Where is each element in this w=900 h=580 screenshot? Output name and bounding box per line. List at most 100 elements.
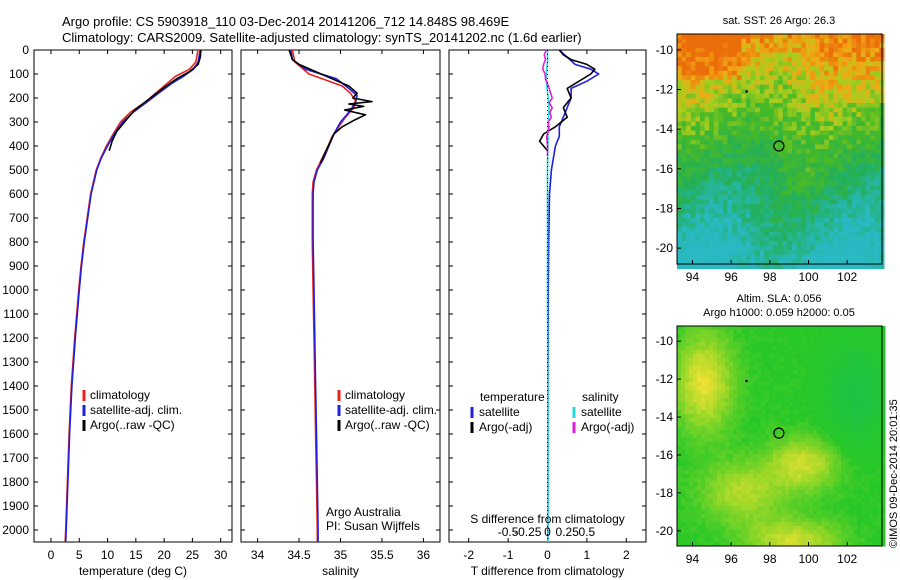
sst-map-cell xyxy=(677,126,683,132)
sla-map-cell xyxy=(733,326,738,331)
sla-map-cell xyxy=(753,366,758,371)
sst-map-cell xyxy=(838,218,844,224)
sst-map-cell xyxy=(741,236,747,242)
sst-map-cell xyxy=(824,57,830,63)
sst-map-cell xyxy=(856,204,862,210)
sst-map-cell xyxy=(851,181,857,187)
salinity-xtick-label: 35 xyxy=(334,548,348,562)
sst-map-cell xyxy=(681,208,687,214)
sst-map-cell xyxy=(810,167,816,173)
sla-map-cell xyxy=(721,410,726,415)
sst-map-cell xyxy=(759,84,765,90)
sla-map-cell xyxy=(737,362,742,367)
sla-map-cell xyxy=(721,382,726,387)
sla-map-cell xyxy=(797,370,802,375)
sst-map-cell xyxy=(796,208,802,214)
sla-map-cell xyxy=(677,390,682,395)
sst-map-cell xyxy=(778,103,784,109)
sst-map-cell xyxy=(690,126,696,132)
sst-map-cell xyxy=(801,84,807,90)
sst-map-cell xyxy=(741,70,747,76)
sla-map-cell xyxy=(817,514,822,519)
sst-map-cell xyxy=(686,130,692,136)
sla-map-cell xyxy=(757,382,762,387)
sla-map-cell xyxy=(701,518,706,523)
sla-map-cell xyxy=(697,426,702,431)
sla-map-cell xyxy=(745,394,750,399)
sla-map-cell xyxy=(797,534,802,539)
sst-map-cell xyxy=(704,218,710,224)
sst-map-cell xyxy=(838,153,844,159)
sla-map-cell xyxy=(677,422,682,427)
sst-map-cell xyxy=(713,227,719,233)
sst-map-cell xyxy=(681,107,687,113)
sla-map-cell xyxy=(789,498,794,503)
sst-map-cell xyxy=(764,190,770,196)
sla-map-cell xyxy=(725,426,730,431)
sla-map-cell xyxy=(753,386,758,391)
sst-map-cell xyxy=(732,139,738,145)
sla-map-cell xyxy=(693,374,698,379)
sla-map-cell xyxy=(753,538,758,543)
sst-map-cell xyxy=(750,98,756,104)
sst-map-cell xyxy=(773,241,779,247)
sla-map-cell xyxy=(753,358,758,363)
sst-map-cell xyxy=(764,227,770,233)
sla-map-cell xyxy=(765,478,770,483)
sst-map-cell xyxy=(856,121,862,127)
sla-map-cell xyxy=(849,394,854,399)
sla-map-cell xyxy=(785,482,790,487)
sst-map-cell xyxy=(851,218,857,224)
sst-map-cell xyxy=(819,34,825,40)
sla-map-cell xyxy=(693,426,698,431)
sst-map-cell xyxy=(870,208,876,214)
sla-map-cell xyxy=(769,466,774,471)
sla-map-cell xyxy=(777,326,782,331)
sst-map-cell xyxy=(723,34,729,40)
sla-map-cell xyxy=(845,410,850,415)
sst-map-cell xyxy=(723,84,729,90)
sla-map-cell xyxy=(805,426,810,431)
sla-map-cell xyxy=(785,406,790,411)
sla-map-cell xyxy=(765,474,770,479)
sst-map-cell xyxy=(723,222,729,228)
sla-map-cell xyxy=(849,370,854,375)
sla-map-cell xyxy=(701,514,706,519)
sla-map-cell xyxy=(817,374,822,379)
sst-map-cell xyxy=(870,80,876,86)
sla-map-cell xyxy=(725,366,730,371)
sst-map-cell xyxy=(732,162,738,168)
sla-map-cell xyxy=(725,462,730,467)
sla-map-cell xyxy=(789,526,794,531)
sst-map-cell xyxy=(741,93,747,99)
sst-map-cell xyxy=(764,153,770,159)
sla-map-cell xyxy=(717,370,722,375)
sst-map-cell xyxy=(870,47,876,53)
sst-map-cell xyxy=(819,112,825,118)
sst-map-cell xyxy=(681,231,687,237)
sla-map-cell xyxy=(853,358,858,363)
sst-map-cell xyxy=(851,153,857,159)
sst-map-cell xyxy=(828,162,834,168)
sst-map-cell xyxy=(792,190,798,196)
sst-map-cell xyxy=(700,162,706,168)
sst-map-cell xyxy=(746,185,752,191)
sst-map-cell xyxy=(746,112,752,118)
sla-map-cell xyxy=(789,490,794,495)
sst-map-cell xyxy=(695,218,701,224)
sst-map-cell xyxy=(700,34,706,40)
sla-map-cell xyxy=(701,358,706,363)
sla-map-cell xyxy=(777,502,782,507)
sst-map-frame xyxy=(676,33,883,265)
sst-map-cell xyxy=(787,144,793,150)
sst-map-cell xyxy=(796,34,802,40)
sst-map-cell xyxy=(736,231,742,237)
sla-map-cell xyxy=(813,510,818,515)
sst-map-cell xyxy=(815,43,821,49)
sst-map-cell xyxy=(764,70,770,76)
sla-map-cell xyxy=(805,446,810,451)
sst-map-cell xyxy=(870,204,876,210)
sst-map-cell xyxy=(727,34,733,40)
sla-map-cell xyxy=(681,462,686,467)
sst-map-cell xyxy=(759,259,765,265)
